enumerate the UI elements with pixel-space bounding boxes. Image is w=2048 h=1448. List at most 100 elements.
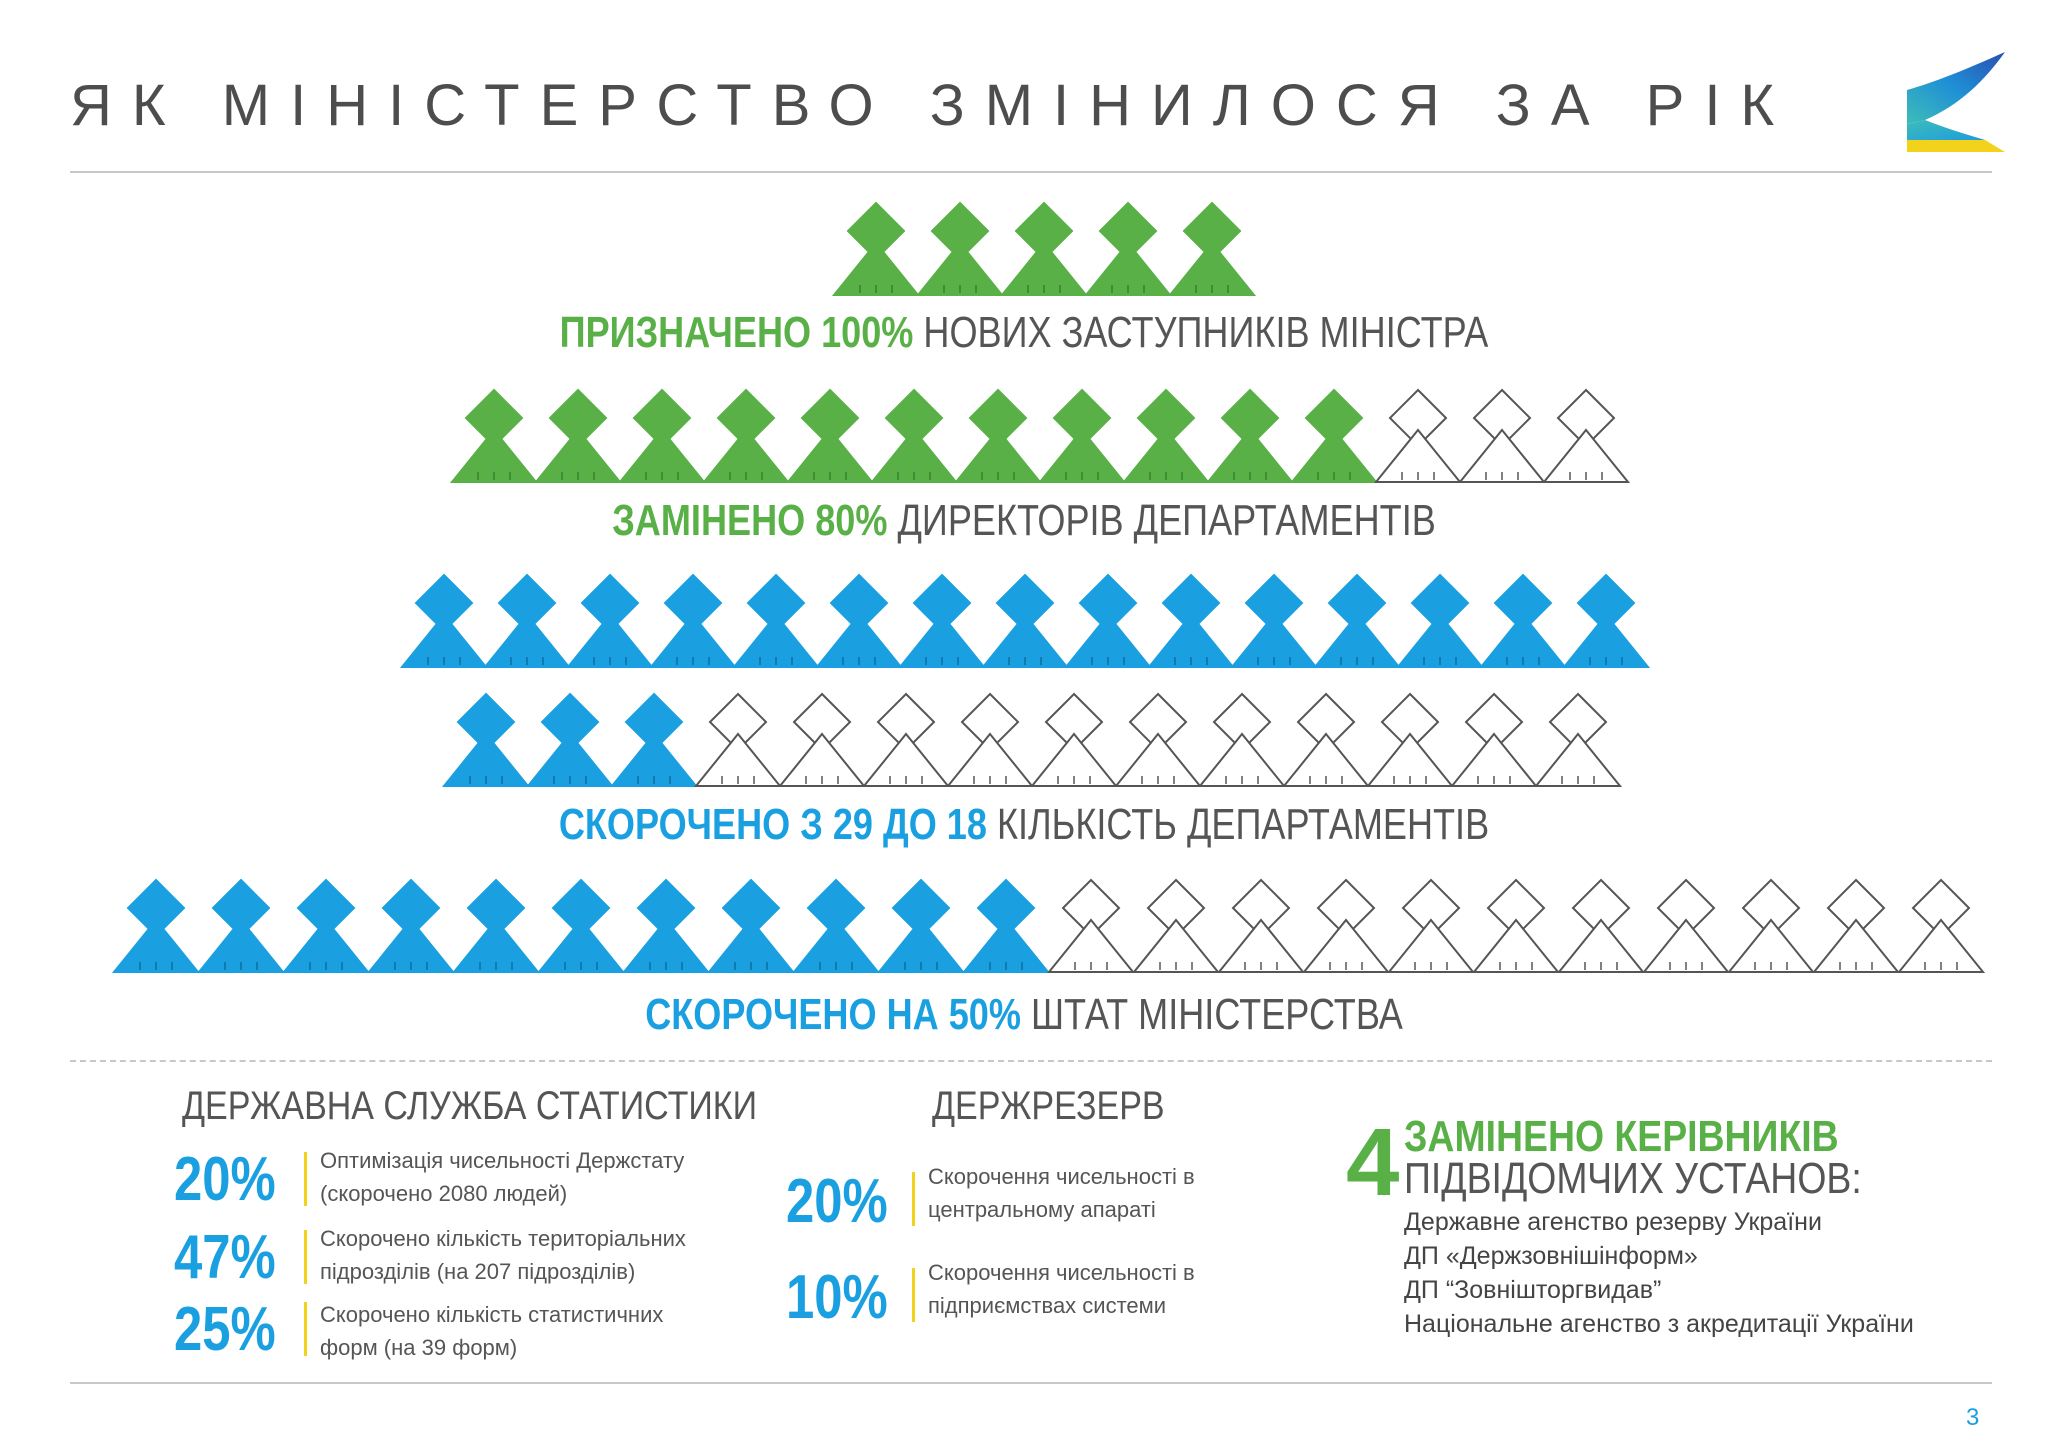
figure-icon-filled [1561,573,1651,668]
figure-icon-empty [945,692,1035,787]
figure-icon-empty [777,692,867,787]
reserve-text-1-line2: центральному апараті [928,1197,1156,1222]
heads-title-line2: ПІДВІДОМЧИХ УСТАНОВ: [1404,1154,1862,1203]
figure-icon-filled [999,201,1089,296]
figure-icon-filled [1478,573,1568,668]
figure-icon-filled [1121,388,1211,483]
institution-item: Державне агенство резерву України [1404,1208,1822,1236]
figure-icon-filled [1146,573,1236,668]
figure-icon-empty [1449,692,1539,787]
stats-service-text-2-line1: Скорочено кількість територіальних [320,1226,686,1251]
figure-icon-filled [785,388,875,483]
figure-icon-filled [196,878,286,973]
page-number: 3 [1966,1404,1980,1431]
institution-item: Національне агенство з акредитації Украї… [1404,1310,1914,1338]
figure-icon-empty [1373,388,1463,483]
figure-icon-filled [1063,573,1153,668]
figure-icon-empty [1556,878,1646,973]
figure-icon-filled [111,878,201,973]
caption-directors: ЗАМІНЕНО 80% ДИРЕКТОРІВ ДЕПАРТАМЕНТІВ [184,496,1863,546]
stats-service-text-1-line2: (скорочено 2080 людей) [320,1181,568,1206]
reserve-text-2: Скорочення чисельності в підприємствах с… [928,1256,1358,1322]
figure-icon-filled [536,878,626,973]
caption-staff-rest: ШТАТ МІНІСТЕРСТВА [1020,990,1403,1039]
figure-icon-filled [482,573,572,668]
reserve-text-2-line1: Скорочення чисельності в [928,1260,1195,1285]
figure-icon-filled [1289,388,1379,483]
stats-service-text-1-line1: Оптимізація чисельності Держстату [320,1148,685,1173]
figure-icon-empty [1046,878,1136,973]
caption-departments-rest: КІЛЬКІСТЬ ДЕПАРТАМЕНТІВ [986,800,1490,849]
figure-icon-filled [953,388,1043,483]
figure-icon-filled [441,692,531,787]
caption-staff: СКОРОЧЕНО НА 50% ШТАТ МІНІСТЕРСТВА [184,990,1863,1040]
figure-icon-filled [869,388,959,483]
figure-icon-filled [814,573,904,668]
figure-icon-filled [281,878,371,973]
reserve-bar-1 [912,1172,915,1226]
reserve-pct-2: 10% [786,1263,888,1332]
figure-icon-empty [1811,878,1901,973]
figure-icon-filled [533,388,623,483]
figure-icon-empty [1457,388,1547,483]
caption-staff-highlight: СКОРОЧЕНО НА 50% [645,990,1021,1039]
figure-icon-empty [1301,878,1391,973]
figure-icon-empty [1641,878,1731,973]
footer-divider [70,1382,1992,1384]
reserve-text-2-line2: підприємствах системи [928,1293,1167,1318]
stats-service-text-3-line1: Скорочено кількість статистичних [320,1302,664,1327]
stats-service-pct-2: 47% [174,1223,276,1292]
figure-icon-filled [897,573,987,668]
figure-icon-filled [449,388,539,483]
institution-item: ДП «Держзовнішінформ» [1404,1242,1698,1270]
stats-service-pct-1: 20% [174,1145,276,1214]
stats-service-text-3: Скорочено кількість статистичних форм (н… [320,1298,750,1364]
figure-icon-empty [1386,878,1476,973]
figure-icon-filled [706,878,796,973]
stats-service-bar-3 [304,1302,307,1356]
reserve-text-1: Скорочення чисельності в центральному ап… [928,1160,1358,1226]
figure-icon-filled [565,573,655,668]
figure-icon-filled [961,878,1051,973]
ministry-logo-icon [1907,52,2005,152]
heads-count: 4 [1346,1109,1400,1216]
figure-icon-empty [1365,692,1455,787]
figure-icon-filled [1083,201,1173,296]
reserve-pct-1: 20% [786,1167,888,1236]
figure-icon-filled [1037,388,1127,483]
reserve-text-1-line1: Скорочення чисельності в [928,1164,1195,1189]
figure-icons [111,201,1986,973]
figure-icon-empty [693,692,783,787]
figure-icon-empty [1216,878,1306,973]
figure-icon-filled [525,692,615,787]
figure-icon-filled [621,878,711,973]
figure-icon-filled [451,878,541,973]
caption-deputies-highlight: ПРИЗНАЧЕНО 100% [559,308,914,357]
section-divider [70,1060,1992,1062]
stats-service-bar-2 [304,1230,307,1284]
stats-service-text-1: Оптимізація чисельності Держстату (скоро… [320,1144,750,1210]
figure-icon-filled [609,692,699,787]
caption-directors-highlight: ЗАМІНЕНО 80% [612,496,888,545]
figure-icon-empty [1726,878,1816,973]
figure-icon-empty [1896,878,1986,973]
figure-icon-empty [1197,692,1287,787]
figure-icon-empty [1113,692,1203,787]
heads-title-line1: ЗАМІНЕНО КЕРІВНИКІВ [1404,1112,1839,1161]
stats-service-text-3-line2: форм (на 39 форм) [320,1335,518,1360]
stats-service-bar-1 [304,1152,307,1206]
figure-icon-filled [980,573,1070,668]
caption-departments-highlight: СКОРОЧЕНО З 29 ДО 18 [558,800,987,849]
stats-service-text-2-line2: підрозділів (на 207 підрозділів) [320,1259,636,1284]
figure-icon-filled [1205,388,1295,483]
figure-icon-filled [1312,573,1402,668]
figure-icon-filled [366,878,456,973]
caption-departments: СКОРОЧЕНО З 29 ДО 18 КІЛЬКІСТЬ ДЕПАРТАМЕ… [184,800,1863,850]
figure-icon-empty [1541,388,1631,483]
figure-icon-empty [1533,692,1623,787]
figure-icon-filled [915,201,1005,296]
figure-icon-empty [1471,878,1561,973]
stats-service-title: ДЕРЖАВНА СЛУЖБА СТАТИСТИКИ [182,1084,758,1128]
reserve-bar-2 [912,1268,915,1322]
figure-icon-empty [1131,878,1221,973]
